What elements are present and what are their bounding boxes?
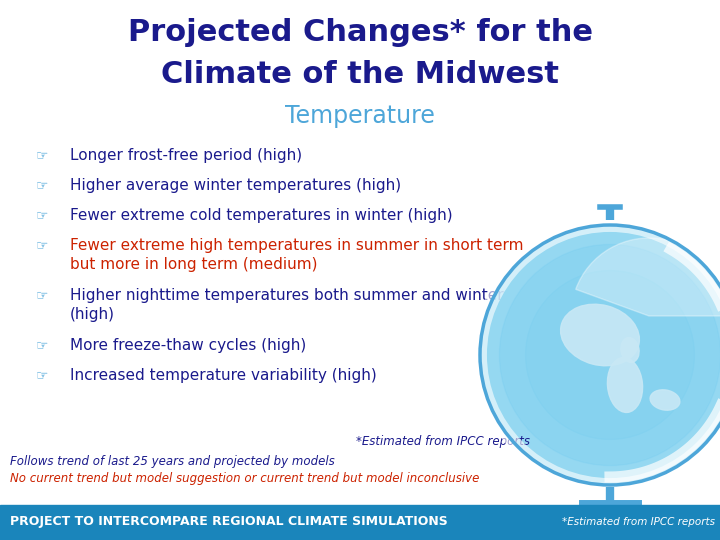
Text: *Estimated from IPCC reports: *Estimated from IPCC reports [356, 435, 530, 448]
Ellipse shape [608, 357, 642, 413]
Text: *Estimated from IPCC reports: *Estimated from IPCC reports [562, 517, 715, 527]
Text: Higher average winter temperatures (high): Higher average winter temperatures (high… [70, 178, 401, 193]
Circle shape [480, 225, 720, 485]
Text: ☞: ☞ [36, 288, 48, 302]
Circle shape [480, 225, 720, 485]
Text: Projected Changes* for the: Projected Changes* for the [127, 18, 593, 47]
Circle shape [500, 245, 720, 465]
Text: ☞: ☞ [36, 178, 48, 192]
Text: PROJECT TO INTERCOMPARE REGIONAL CLIMATE SIMULATIONS: PROJECT TO INTERCOMPARE REGIONAL CLIMATE… [10, 516, 448, 529]
Text: Temperature: Temperature [285, 104, 435, 128]
Text: ☞: ☞ [36, 208, 48, 222]
Ellipse shape [621, 338, 639, 362]
Text: Longer frost-free period (high): Longer frost-free period (high) [70, 148, 302, 163]
Circle shape [526, 271, 695, 440]
Text: Fewer extreme cold temperatures in winter (high): Fewer extreme cold temperatures in winte… [70, 208, 453, 223]
Text: ☞: ☞ [36, 368, 48, 382]
Wedge shape [576, 238, 720, 316]
Ellipse shape [650, 390, 680, 410]
Text: Higher nighttime temperatures both summer and winter
(high): Higher nighttime temperatures both summe… [70, 288, 503, 322]
Text: ☞: ☞ [36, 148, 48, 162]
Text: ☞: ☞ [36, 338, 48, 352]
Text: No current trend but model suggestion or current trend but model inconclusive: No current trend but model suggestion or… [10, 472, 480, 485]
Text: ☞: ☞ [36, 238, 48, 252]
Text: Follows trend of last 25 years and projected by models: Follows trend of last 25 years and proje… [10, 455, 335, 468]
Text: Climate of the Midwest: Climate of the Midwest [161, 60, 559, 89]
Text: Increased temperature variability (high): Increased temperature variability (high) [70, 368, 377, 383]
Bar [0, 505, 720, 540]
Text: More freeze-thaw cycles (high): More freeze-thaw cycles (high) [70, 338, 306, 353]
Ellipse shape [561, 304, 639, 366]
Text: Fewer extreme high temperatures in summer in short term
but more in long term (m: Fewer extreme high temperatures in summe… [70, 238, 523, 272]
